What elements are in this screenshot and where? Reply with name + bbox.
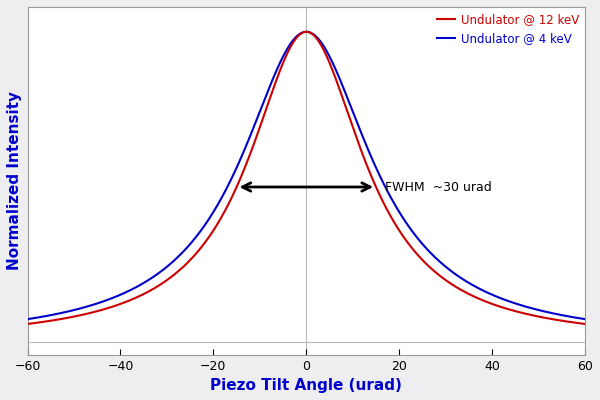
- Text: FWHM  ~30 urad: FWHM ~30 urad: [385, 180, 492, 194]
- Y-axis label: Normalized Intensity: Normalized Intensity: [7, 91, 22, 270]
- X-axis label: Piezo Tilt Angle (urad): Piezo Tilt Angle (urad): [211, 378, 402, 393]
- Legend: Undulator @ 12 keV, Undulator @ 4 keV: Undulator @ 12 keV, Undulator @ 4 keV: [437, 13, 579, 45]
